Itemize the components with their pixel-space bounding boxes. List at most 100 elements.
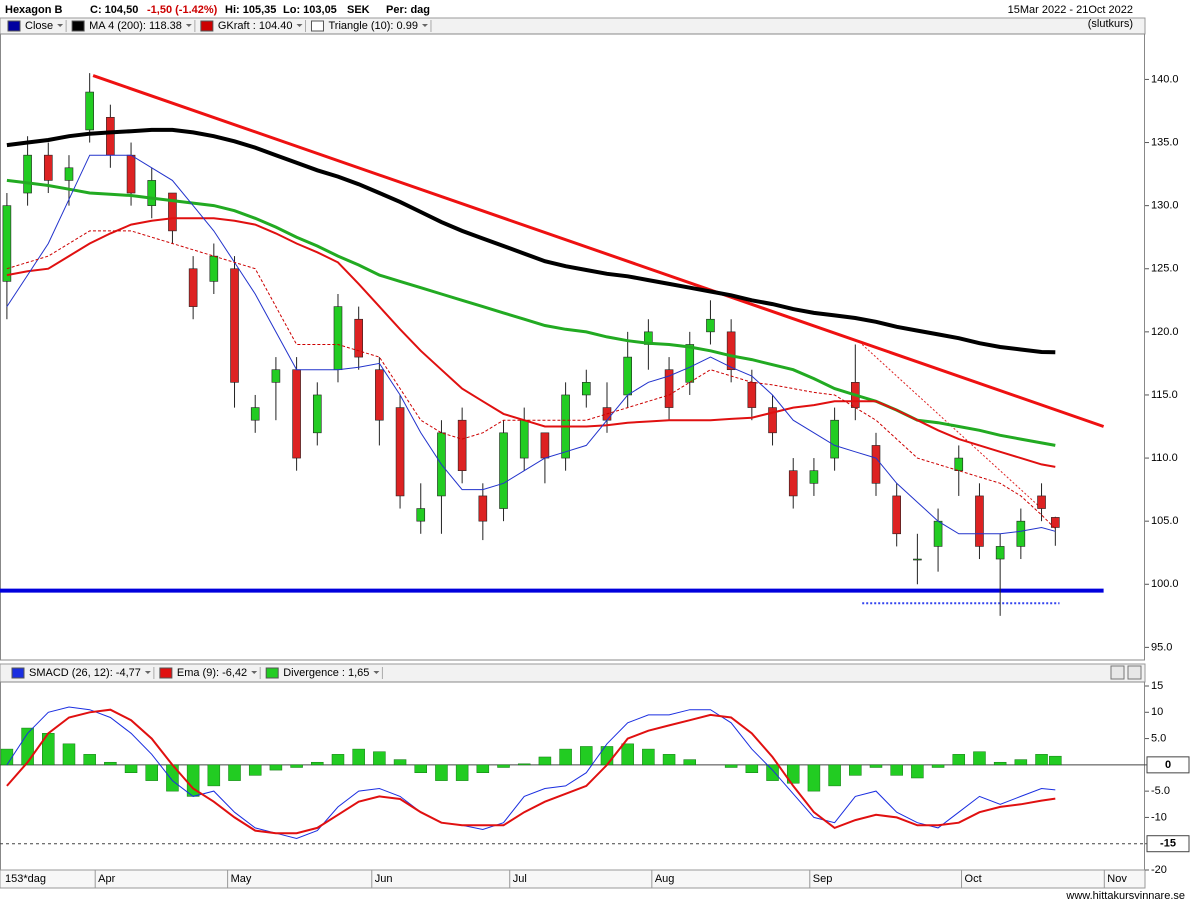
close-value: C: 104,50 (90, 4, 138, 16)
x-tick-label: Jun (375, 873, 393, 885)
candle-body (375, 369, 384, 421)
divergence-bar (931, 764, 945, 768)
legend-label: SMACD (26, 12): -4,77 (29, 667, 141, 679)
y-tick-label: 125.0 (1151, 263, 1179, 275)
divergence-bar (580, 746, 593, 766)
low: Lo: 103,05 (283, 4, 337, 16)
divergence-bar (517, 763, 531, 766)
candle-body (499, 432, 508, 509)
legend-label: Close (25, 20, 53, 32)
legend-dropdown[interactable] (296, 24, 303, 27)
legend-dropdown[interactable] (185, 24, 192, 27)
candle-body (1016, 520, 1026, 547)
legend-dropdown[interactable] (144, 671, 151, 674)
candle-body (685, 344, 695, 383)
legend-dropdown[interactable] (251, 671, 258, 674)
candle-body (809, 470, 819, 484)
y-tick-label: 15 (1151, 680, 1163, 692)
legend-dropdown[interactable] (373, 671, 380, 674)
candle-body (1037, 495, 1046, 509)
ma-line (6, 217, 1056, 468)
x-tick-label: Apr (98, 873, 115, 885)
high: Hi: 105,35 (225, 4, 276, 16)
candle-body (43, 154, 53, 181)
candle-body (871, 445, 881, 484)
divergence-bar (1035, 754, 1048, 766)
divergence-bar (745, 764, 759, 773)
candle-body (292, 369, 301, 459)
divergence-bar (766, 764, 779, 781)
candle-body (892, 495, 901, 535)
y-tick-label: 10 (1151, 706, 1163, 718)
divergence-bar (414, 764, 428, 773)
close-icon[interactable] (1127, 665, 1142, 680)
divergence-bar (393, 759, 407, 766)
reference-label: 0 (1165, 759, 1171, 771)
divergence-bar (228, 764, 241, 781)
legend-dropdown[interactable] (421, 24, 428, 27)
divergence-bar (849, 764, 862, 776)
currency: SEK (347, 4, 370, 16)
candle-body (933, 520, 943, 547)
x-tick-label: Nov (1107, 873, 1127, 885)
candle-body (168, 192, 177, 232)
x-tick-label: Oct (965, 873, 982, 885)
reference-label: -15 (1160, 838, 1176, 850)
candle-body (830, 419, 839, 459)
candle-body (995, 546, 1005, 560)
legend-swatch (265, 667, 279, 679)
x-tick-label: Aug (655, 873, 675, 885)
divergence-bar (145, 764, 158, 781)
legend-swatch (310, 20, 324, 32)
macd-line (6, 708, 1056, 835)
divergence-bar (62, 743, 76, 766)
divergence-bar (311, 761, 324, 766)
y-tick-label: -20 (1151, 864, 1167, 876)
reference-label-box (1146, 756, 1190, 774)
x-tick-label: May (231, 873, 252, 885)
legend-label: GKraft : 104.40 (218, 20, 293, 32)
candle-body (209, 255, 219, 282)
divergence-bar (373, 751, 386, 766)
divergence-bar (683, 759, 697, 766)
candle-body (250, 407, 260, 421)
divergence-bar (993, 761, 1007, 766)
candle-body (106, 116, 115, 156)
candle-body (188, 268, 198, 307)
candle-body (623, 356, 632, 396)
legend-swatch (159, 667, 173, 679)
divergence-bar (83, 754, 96, 766)
divergence-bar (1049, 755, 1062, 766)
divergence-bar (476, 764, 490, 773)
divergence-bar (207, 764, 221, 787)
y-tick-label: 120.0 (1151, 326, 1179, 338)
y-tick-label: 130.0 (1151, 200, 1179, 212)
candle-body (954, 457, 964, 471)
date-range: 15Mar 2022 - 21Oct 2022 (1008, 4, 1133, 16)
candle-body (354, 318, 363, 358)
divergence-bar (724, 764, 738, 768)
y-tick-label: 140.0 (1151, 73, 1179, 85)
divergence-bar (911, 764, 924, 779)
candle-body (913, 558, 922, 561)
price-panel (0, 33, 1145, 661)
candle-body (1051, 517, 1060, 528)
price-type: (slutkurs) (1088, 18, 1133, 30)
candle-body (726, 331, 736, 371)
tool-icon[interactable] (1110, 665, 1125, 680)
divergence-bar (559, 748, 572, 766)
y-tick-label: 105.0 (1151, 515, 1179, 527)
y-tick-label: 5.0 (1151, 732, 1166, 744)
legend-swatch (71, 20, 85, 32)
candle-body (975, 495, 984, 547)
divergence-bar (621, 743, 634, 766)
legend-dropdown[interactable] (57, 24, 64, 27)
candle-body (457, 419, 467, 471)
candle-body (23, 154, 32, 194)
period-label: 153*dag (5, 873, 46, 885)
legend-swatch (11, 667, 25, 679)
candle-body (147, 180, 157, 206)
divergence-bar (248, 764, 262, 776)
